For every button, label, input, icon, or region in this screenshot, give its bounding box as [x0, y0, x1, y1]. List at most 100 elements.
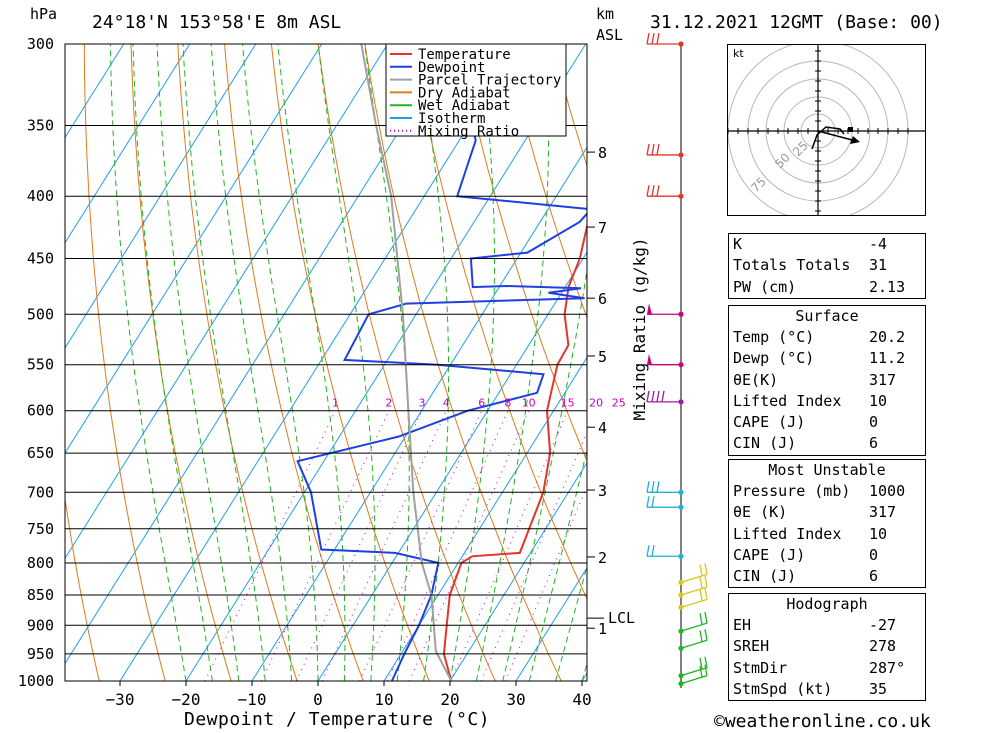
legend-entry: Mixing Ratio: [418, 124, 519, 140]
wind-barb-shaft: [680, 639, 708, 649]
km-tick-label: 2: [598, 549, 607, 567]
wind-barb-flag: [699, 589, 703, 601]
surface-table: Surface Temp (°C) 20.2 Dewp (°C) 11.2 θE(K) 3…: [728, 305, 926, 456]
surface-index-value: 6: [869, 434, 879, 453]
general-index-row: PW (cm) 2.13: [729, 277, 925, 298]
general-index-label: K: [733, 235, 743, 253]
pressure-tick-label: 800: [27, 554, 54, 572]
surface-index-row: Dewp (°C) 11.2: [729, 348, 925, 369]
mu-index-row: θE (K) 317: [729, 502, 925, 523]
wind-barb-flag: [651, 481, 655, 493]
wind-barb-flag: [704, 588, 708, 600]
wind-level-dot: [678, 579, 684, 586]
plot-frame: [64, 43, 588, 682]
mixing-ratio-label: 4: [443, 397, 450, 410]
isotherm-line: [383, 356, 587, 681]
surface-index-label: Lifted Index: [733, 391, 842, 410]
isotherm-line: [65, 44, 389, 560]
mixing-ratio-line: [480, 430, 587, 681]
general-index-label: Totals Totals: [733, 256, 851, 275]
pressure-tick-label: 900: [27, 616, 54, 634]
dry-adiabat-line: [83, 44, 166, 681]
mu-index-row: CIN (J) 6: [729, 566, 925, 587]
general-index-value: -4: [869, 235, 888, 253]
pressure-tick-label: 500: [27, 305, 54, 323]
hodo-index-row: EH -27: [729, 615, 925, 636]
legend-entry: Dewpoint: [418, 60, 485, 76]
datetime-title: 31.12.2021 12GMT (Base: 00): [650, 12, 943, 33]
mixing-ratio-line: [408, 410, 530, 681]
indices-general-table: K -4 Totals Totals 31 PW (cm) 2.13: [728, 233, 926, 299]
wind-barb-flag: [656, 390, 660, 402]
x-axis-title: Dewpoint / Temperature (°C): [184, 709, 491, 730]
hodograph-table: Hodograph EH -27 SREH 278 StmDir 287° StmSpd (…: [728, 593, 926, 702]
pressure-tick-label: 750: [27, 520, 54, 538]
general-index-row: Totals Totals 31: [729, 255, 925, 276]
wind-barb-flag: [656, 143, 660, 156]
isotherm-line: [449, 461, 587, 681]
storm-motion-arrowhead: [850, 136, 860, 144]
footer-credit: ©weatheronline.co.uk: [714, 711, 931, 732]
wind-barb-flag: [646, 185, 650, 197]
isotherm-line: [317, 251, 587, 681]
legend-entry: Temperature: [418, 47, 511, 63]
wet-adiabat-line: [156, 44, 240, 681]
wind-barb-flag: [704, 664, 708, 676]
mixing-ratio-label: 1: [332, 397, 339, 410]
wet-adiabat-line: [317, 44, 376, 681]
x-tick-label: 0: [313, 690, 323, 709]
mixing-ratio-line: [204, 410, 336, 681]
mixing-ratio-line: [504, 485, 587, 681]
wet-adiabat-line: [418, 44, 450, 681]
mu-index-label: Lifted Index: [733, 524, 842, 543]
pressure-tick-label: 450: [27, 250, 54, 268]
isotherm-line: [65, 44, 125, 139]
surface-index-row: Temp (°C) 20.2: [729, 327, 925, 348]
hodograph-trace: [811, 126, 845, 150]
mixing-ratio-label: 25: [612, 397, 626, 410]
legend-box: [385, 43, 567, 137]
wind-barb-flag: [656, 32, 660, 45]
legend-entry: Isotherm: [418, 111, 485, 127]
general-index-row: K -4: [729, 234, 925, 255]
wind-barb-flag: [704, 629, 708, 641]
km-tick-label: 3: [598, 482, 607, 500]
hodograph-unit-label: kt: [733, 47, 744, 60]
mixing-ratio-label: 15: [561, 397, 575, 410]
hodograph-title: Hodograph: [786, 595, 868, 613]
pressure-tick-label: 850: [27, 586, 54, 604]
hodo-index-value: 35: [869, 679, 888, 698]
dry-adiabat-line: [504, 44, 587, 319]
hodo-index-value: 287°: [869, 658, 906, 677]
mu-index-label: CIN (J): [733, 567, 797, 586]
isotherm-line: [515, 566, 587, 681]
mu-index-label: Pressure (mb): [733, 482, 851, 500]
wind-level-dot: [678, 673, 684, 679]
surface-title: Surface: [795, 307, 859, 325]
mixing-ratio-label: 2: [385, 397, 392, 410]
mixing-ratio-label: 6: [478, 397, 485, 410]
hodo-index-value: 278: [869, 637, 897, 656]
surface-index-label: CIN (J): [733, 434, 797, 453]
isotherm-line: [65, 44, 191, 244]
dewpoint-trace: [296, 44, 587, 681]
most-unstable-table: Most Unstable Pressure (mb) 1000 θE (K) 317…: [728, 459, 926, 589]
mu-index-row: Lifted Index 10: [729, 524, 925, 545]
legend-entry: Dry Adiabat: [418, 85, 511, 101]
surface-index-value: 11.2: [869, 349, 906, 368]
wind-barb-flag: [704, 563, 708, 575]
location-title: 24°18'N 153°58'E 8m ASL: [92, 12, 342, 33]
wet-adiabat-line: [242, 44, 319, 681]
wind-barb-shaft: [680, 598, 708, 608]
wind-barb-flag: [651, 143, 655, 156]
km-tick-label: 1: [598, 620, 607, 638]
wet-adiabat-line: [277, 44, 346, 681]
km-tick-label: 5: [598, 348, 607, 366]
pressure-tick-label: 300: [27, 35, 54, 53]
pressure-tick-label: 1000: [18, 672, 54, 690]
surface-index-label: CAPE (J): [733, 413, 806, 432]
isotherm-line: [65, 44, 323, 455]
pressure-tick-label: 650: [27, 444, 54, 462]
